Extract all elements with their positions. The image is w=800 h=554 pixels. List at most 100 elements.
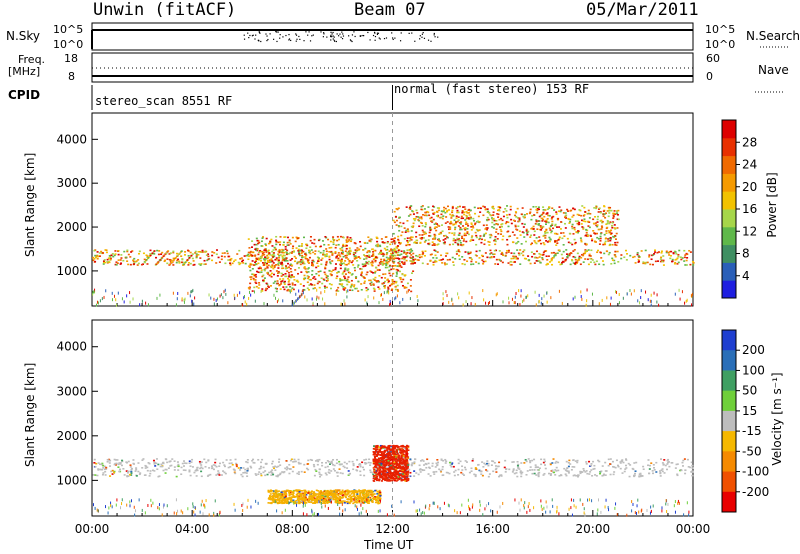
nsky-point — [267, 38, 269, 41]
velocity-cell — [273, 500, 276, 502]
velocity-cell — [379, 495, 382, 497]
power-cell — [471, 235, 474, 237]
velocity-cell — [410, 464, 413, 467]
velocity-cell — [661, 470, 664, 473]
power-cell — [403, 250, 406, 252]
power-cell — [543, 215, 546, 218]
power-cell — [435, 229, 438, 232]
velocity-cell — [413, 461, 416, 463]
velocity-cell — [503, 466, 506, 469]
nsky-point — [255, 34, 257, 36]
power-colorbar-segment — [722, 120, 736, 139]
power-cell — [122, 259, 125, 262]
power-cell — [394, 288, 397, 291]
power-cell — [456, 242, 459, 245]
velocity-cell — [441, 468, 444, 471]
power-cell — [323, 243, 326, 246]
velocity-cell — [379, 467, 382, 470]
power-cell — [345, 241, 348, 244]
velocity-cell — [332, 492, 335, 495]
velocity-cell — [359, 470, 362, 473]
power-cell — [375, 237, 378, 240]
power-cell — [220, 255, 223, 258]
velocity-cell — [483, 462, 486, 465]
power-cell — [300, 293, 302, 297]
power-cell — [291, 258, 294, 260]
power-cell — [145, 254, 148, 257]
power-colorbar-segment — [722, 173, 736, 192]
power-cell — [470, 222, 473, 225]
power-cell — [601, 260, 604, 262]
velocity-cell — [600, 470, 603, 473]
power-cell — [403, 256, 406, 259]
velocity-cell — [304, 489, 307, 492]
nsky-point — [308, 31, 310, 33]
power-cell — [609, 237, 612, 239]
power-cell — [345, 279, 348, 282]
power-cell — [578, 223, 581, 226]
power-cell — [372, 283, 375, 285]
power-cell — [360, 272, 363, 275]
power-cell — [464, 228, 467, 231]
power-cell — [328, 250, 331, 253]
velocity-cell — [105, 468, 108, 470]
power-cell — [365, 257, 368, 259]
power-cell — [548, 236, 551, 239]
power-cell — [259, 249, 262, 252]
velocity-cell — [516, 464, 519, 467]
velocity-cell — [537, 472, 540, 475]
power-cell — [589, 261, 592, 263]
power-cell — [484, 260, 487, 263]
velocity-cell — [316, 463, 319, 466]
velocity-cell — [348, 501, 351, 504]
nsky-point — [285, 34, 287, 37]
nsky-point — [354, 35, 356, 38]
power-cell — [472, 217, 475, 220]
velocity-cell — [282, 502, 285, 505]
velocity-cell — [477, 463, 480, 466]
power-cell — [289, 259, 292, 261]
power-cell — [299, 294, 301, 298]
power-cell — [354, 252, 357, 254]
power-cell — [544, 223, 547, 225]
power-cell — [291, 284, 294, 286]
velocity-cell — [288, 468, 291, 470]
velocity-cell — [325, 501, 328, 503]
power-cell — [690, 294, 692, 298]
power-cell — [254, 281, 257, 284]
power-cell — [242, 259, 245, 262]
power-cell — [264, 258, 267, 260]
velocity-cell — [675, 463, 678, 466]
velocity-cell — [352, 502, 355, 505]
power-cell — [520, 294, 522, 298]
power-cell — [539, 214, 542, 217]
velocity-cell — [103, 468, 106, 471]
power-cell — [415, 209, 418, 212]
power-cell — [182, 263, 185, 266]
velocity-cell — [320, 494, 323, 496]
power-cell — [406, 290, 408, 294]
nsky-point — [342, 33, 344, 35]
power-cell — [250, 253, 253, 256]
velocity-cell — [356, 493, 359, 495]
power-cell — [299, 260, 302, 263]
power-cell — [215, 262, 218, 264]
velocity-cell — [448, 472, 451, 475]
velocity-cell — [288, 463, 291, 466]
velocity-cell — [212, 464, 215, 466]
power-cell — [181, 297, 183, 301]
velocity-cell — [321, 461, 324, 464]
power-cell — [397, 207, 400, 210]
power-cell — [614, 241, 617, 244]
velocity-cell — [283, 493, 286, 495]
velocity-cell — [319, 475, 322, 478]
power-cell — [677, 253, 680, 256]
velocity-cell — [203, 458, 206, 461]
velocity-cell — [113, 458, 116, 461]
velocity-cell — [318, 493, 321, 495]
power-cell — [381, 282, 384, 285]
power-cell — [344, 302, 346, 306]
velocity-cell — [289, 491, 292, 494]
power-cell — [605, 212, 608, 215]
power-cell — [304, 295, 306, 299]
